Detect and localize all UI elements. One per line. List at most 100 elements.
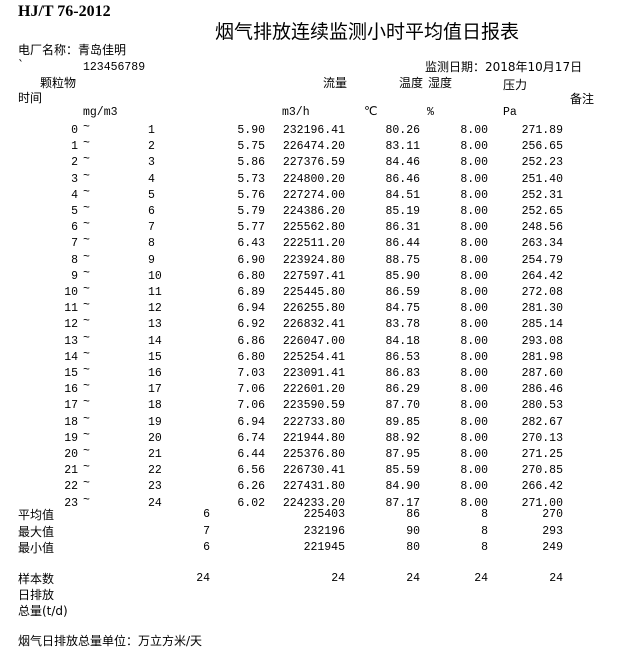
start-hour: 0 (71, 124, 78, 137)
tilde: ~ (83, 461, 90, 475)
stats-row: 6 225403 86 8 270 平均值 (0, 508, 621, 522)
humidity-value: 8.00 (460, 156, 488, 170)
humidity-value: 8.00 (460, 367, 488, 380)
temp-value: 83.78 (385, 318, 420, 332)
start-hour: 22 (64, 480, 78, 494)
temp-value: 86.53 (385, 350, 420, 364)
pressure-value: 285.14 (521, 318, 563, 332)
tilde: ~ (83, 380, 90, 394)
pressure-value: 252.31 (521, 188, 563, 202)
start-hour: 6 (71, 221, 78, 235)
flow-value: 224800.20 (282, 172, 345, 186)
stat-label: 最小值 (18, 541, 55, 555)
end-hour: 1 (148, 124, 155, 137)
start-hour: 18 (64, 415, 78, 429)
start-hour: 13 (64, 334, 78, 348)
stat-value: 24 (331, 572, 345, 585)
temp-value: 85.90 (385, 269, 420, 283)
tilde: ~ (83, 218, 90, 232)
pressure-value: 248.56 (521, 221, 563, 235)
tilde: ~ (83, 412, 90, 426)
stat-value: 90 (406, 524, 420, 538)
temp-value: 87.17 (385, 496, 420, 510)
pm-value: 6.02 (237, 496, 265, 510)
humidity-value: 8.00 (460, 221, 488, 235)
header-remark: 备注 (570, 92, 595, 106)
pressure-value: 293.08 (521, 334, 563, 348)
tilde: ~ (83, 445, 90, 458)
temp-value: 86.29 (385, 383, 420, 397)
stat-label: 平均值 (18, 508, 55, 522)
pm-value: 7.06 (237, 399, 265, 413)
flow-value: 224386.20 (282, 205, 345, 218)
start-hour: 4 (71, 188, 78, 202)
humidity-value: 8.00 (460, 318, 488, 332)
table-row: 17 ~18 7.06 223590.59 87.70 8.00 280.53 (0, 396, 621, 413)
humidity-value: 8.00 (460, 415, 488, 429)
stat-value: 249 (542, 541, 563, 554)
pm-value: 6.94 (237, 302, 265, 316)
temp-value: 83.11 (385, 140, 420, 154)
humidity-value: 8.00 (460, 253, 488, 267)
flow-value: 221944.80 (282, 431, 345, 445)
pressure-value: 251.40 (521, 172, 563, 186)
tilde: ~ (83, 234, 90, 248)
start-hour: 9 (71, 269, 78, 283)
flow-value: 225376.80 (282, 448, 345, 461)
pm-value: 5.90 (237, 124, 265, 137)
pm-value: 6.92 (237, 318, 265, 332)
temp-value: 87.70 (385, 399, 420, 413)
start-hour: 11 (64, 302, 78, 316)
pm-value: 6.80 (237, 350, 265, 364)
flow-value: 225254.41 (282, 350, 345, 364)
stat-value: 8 (481, 524, 488, 538)
unit-humidity: % (427, 106, 434, 119)
stat-value: 221945 (303, 541, 345, 554)
start-hour: 14 (64, 350, 78, 364)
pm-value: 5.76 (237, 188, 265, 202)
temp-value: 85.59 (385, 464, 420, 478)
start-hour: 19 (64, 431, 78, 445)
tilde: ~ (83, 331, 90, 345)
table-row: 1 ~2 5.75 226474.20 83.11 8.00 256.65 (0, 137, 621, 154)
table-row: 5 ~6 5.79 224386.20 85.19 8.00 252.65 (0, 202, 621, 219)
unit-pressure: Pa (503, 106, 517, 119)
flow-value: 227274.00 (282, 188, 345, 202)
humidity-value: 8.00 (460, 448, 488, 461)
stat-value: 225403 (303, 508, 345, 521)
stat-value: 8 (481, 541, 488, 554)
flow-value: 225445.80 (282, 286, 345, 299)
flow-value: 222601.20 (282, 383, 345, 397)
header-humidity: 湿度 (428, 76, 453, 90)
pm-value: 6.74 (237, 431, 265, 445)
end-hour: 18 (148, 399, 162, 413)
footer-note: 烟气日排放总量单位：万立方米/天 (18, 634, 203, 648)
flow-value: 222733.80 (282, 415, 345, 429)
temp-value: 87.95 (385, 448, 420, 461)
end-hour: 12 (148, 302, 162, 316)
end-hour: 2 (148, 140, 155, 154)
temp-value: 84.51 (385, 188, 420, 202)
pm-value: 6.26 (237, 480, 265, 494)
flow-value: 223924.80 (282, 253, 345, 267)
pressure-value: 264.42 (521, 269, 563, 283)
end-hour: 14 (148, 334, 162, 348)
report-title: 烟气排放连续监测小时平均值日报表 (215, 21, 520, 43)
humidity-value: 8.00 (460, 237, 488, 251)
tilde: ~ (83, 315, 90, 329)
flow-value: 227431.80 (282, 480, 345, 494)
temp-value: 89.85 (385, 415, 420, 429)
start-hour: 16 (64, 383, 78, 397)
stat-value: 24 (406, 572, 420, 585)
pm-value: 6.86 (237, 334, 265, 348)
pm-value: 5.75 (237, 140, 265, 154)
stat-value: 6 (203, 508, 210, 521)
humidity-value: 8.00 (460, 383, 488, 397)
header-time: 时间 (18, 91, 43, 105)
mark: ` (18, 58, 24, 72)
pressure-value: 266.42 (521, 480, 563, 494)
start-hour: 20 (64, 448, 78, 461)
end-hour: 16 (148, 367, 162, 380)
end-hour: 4 (148, 172, 155, 186)
end-hour: 5 (148, 188, 155, 202)
